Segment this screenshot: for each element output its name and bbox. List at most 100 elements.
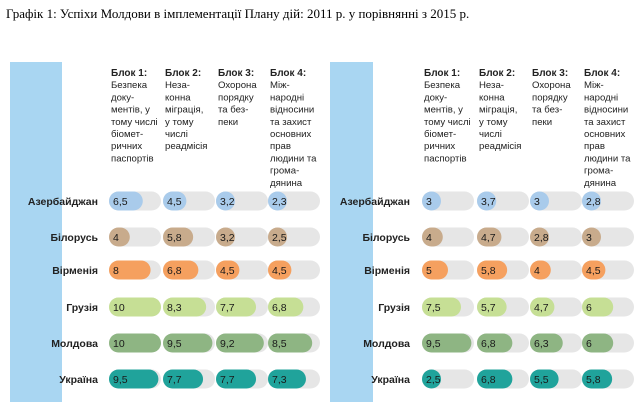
- data-label: 2,8: [534, 232, 549, 244]
- block-header-line: основних: [270, 129, 312, 140]
- data-label: 5,7: [481, 302, 496, 314]
- data-label: 9,5: [167, 338, 182, 350]
- bar: [216, 369, 257, 389]
- block-header-line: біомет-: [424, 129, 456, 140]
- block-header-line: народні: [270, 92, 304, 103]
- block-header-title: Блок 3:: [218, 68, 254, 79]
- category-label: Україна: [371, 374, 410, 386]
- data-label: 8: [113, 265, 119, 277]
- bar: [530, 333, 563, 353]
- data-label: 6,5: [113, 196, 128, 208]
- category-label: Грузія: [66, 302, 98, 314]
- data-label: 4: [426, 232, 432, 244]
- bar: [582, 191, 601, 211]
- block-header-line: доку-: [424, 92, 447, 103]
- block-header-line: основних: [584, 129, 626, 140]
- data-label: 3,2: [220, 196, 235, 208]
- bar: [530, 191, 549, 211]
- bar: [422, 191, 441, 211]
- block-header-line: народні: [584, 92, 618, 103]
- block-header-line: числі: [479, 129, 502, 140]
- data-label: 4,5: [586, 265, 601, 277]
- data-label: 6,8: [167, 265, 182, 277]
- bar: [216, 297, 257, 317]
- data-label: 6,3: [534, 338, 549, 350]
- bar: [268, 227, 287, 247]
- data-label: 4,5: [167, 196, 182, 208]
- block-header-line: Безпека: [111, 80, 148, 91]
- data-label: 3: [534, 196, 540, 208]
- data-label: 6,8: [272, 302, 287, 314]
- bar: [582, 260, 606, 280]
- bar: [109, 369, 159, 389]
- bar: [268, 369, 306, 389]
- data-label: 4: [113, 232, 119, 244]
- bar: [582, 369, 613, 389]
- category-label: Молдова: [51, 338, 98, 350]
- bar: [582, 297, 614, 317]
- bar: [477, 369, 513, 389]
- data-label: 2,8: [586, 196, 601, 208]
- bar: [530, 227, 549, 247]
- data-label: 3,7: [481, 196, 496, 208]
- data-label: 9,5: [113, 374, 128, 386]
- block-header-line: дянина: [270, 178, 303, 189]
- data-label: 3: [586, 232, 592, 244]
- block-header-line: людини та: [270, 153, 317, 164]
- bar: [582, 333, 614, 353]
- bar: [582, 227, 601, 247]
- category-label: Грузія: [378, 302, 410, 314]
- category-label: Молдова: [363, 338, 410, 350]
- bar: [477, 260, 508, 280]
- bar: [422, 333, 472, 353]
- data-label: 6,8: [481, 338, 496, 350]
- data-label: 5,8: [481, 265, 496, 277]
- bar: [268, 191, 287, 211]
- data-label: 9,5: [426, 338, 441, 350]
- block-header-line: та без-: [532, 105, 562, 116]
- block-header-line: ричних: [424, 141, 455, 152]
- data-label: 8,5: [272, 338, 287, 350]
- bar: [477, 227, 502, 247]
- data-label: 4,7: [481, 232, 496, 244]
- data-label: 3,2: [220, 232, 235, 244]
- bar: [163, 227, 194, 247]
- chart-caption: Графік 1: Успіхи Молдови в імплементації…: [6, 6, 470, 21]
- block-header-line: відносини: [270, 105, 314, 116]
- block-header-line: реадмісія: [165, 141, 207, 152]
- data-label: 5: [426, 265, 432, 277]
- bar: [422, 227, 443, 247]
- category-label: Азербайджан: [28, 196, 98, 208]
- block-header-line: та захист: [584, 117, 626, 128]
- data-label: 7,5: [426, 302, 441, 314]
- data-label: 5,5: [534, 374, 549, 386]
- data-label: 4,7: [534, 302, 549, 314]
- bar: [163, 260, 199, 280]
- panel-background-strip: [10, 62, 62, 402]
- block-header-title: Блок 1:: [111, 68, 147, 79]
- bar: [163, 333, 213, 353]
- block-header-line: порядку: [532, 92, 568, 103]
- block-header-line: ментів, у: [111, 105, 150, 116]
- bar: [530, 260, 551, 280]
- block-header-line: відносини: [584, 105, 628, 116]
- data-label: 5,8: [586, 374, 601, 386]
- data-label: 6: [586, 338, 592, 350]
- data-label: 7,3: [272, 374, 287, 386]
- block-header-line: у тому: [165, 117, 194, 128]
- category-label: Вірменія: [364, 265, 410, 277]
- panel-background-strip: [330, 62, 373, 402]
- data-label: 10: [113, 338, 125, 350]
- block-header-line: Охорона: [532, 80, 571, 91]
- category-label: Білорусь: [50, 232, 98, 244]
- block-header-line: грома-: [270, 166, 299, 177]
- block-header-line: реадмісія: [479, 141, 521, 152]
- block-header-line: паспортів: [111, 153, 154, 164]
- block-header-line: прав: [584, 141, 605, 152]
- data-label: 5,8: [167, 232, 182, 244]
- block-header-title: Блок 2:: [479, 68, 515, 79]
- bar: [268, 297, 304, 317]
- data-label: 6,8: [481, 374, 496, 386]
- block-header-title: Блок 4:: [270, 68, 306, 79]
